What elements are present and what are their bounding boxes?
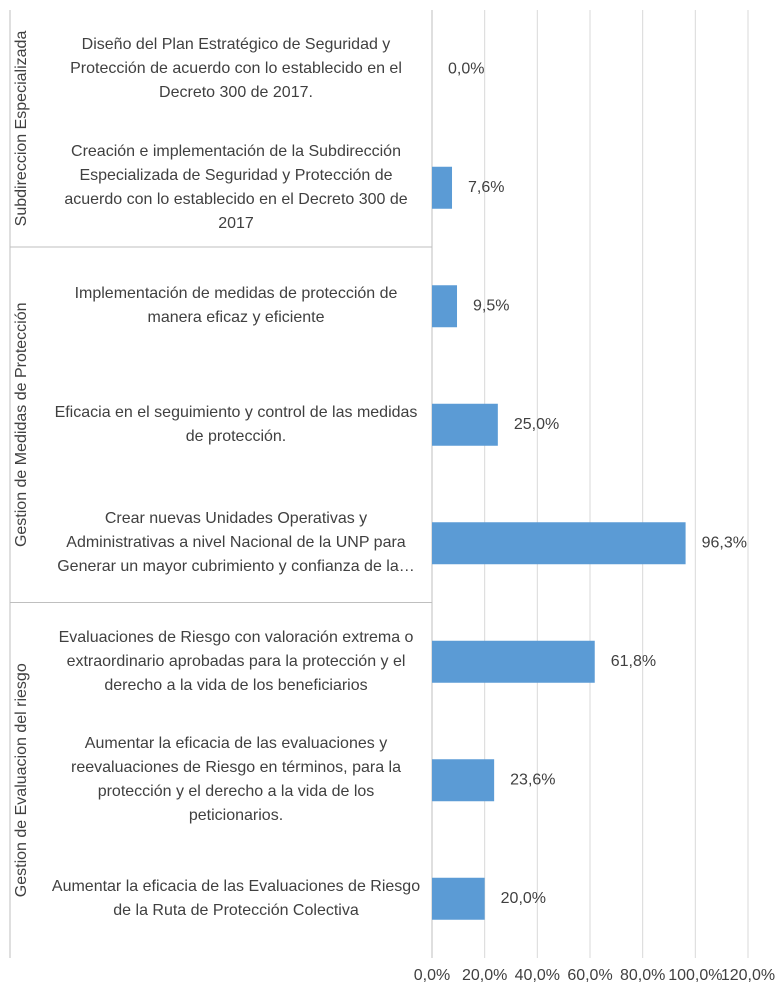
x-tick-label: 100,0% (668, 967, 722, 984)
bar (432, 640, 595, 683)
x-tick-label: 120,0% (721, 967, 775, 984)
category-label: Evaluaciones de Riesgo con valoración ex… (58, 628, 414, 694)
category-label: Eficacia en el seguimiento y control de … (54, 403, 418, 445)
x-tick-label: 40,0% (515, 967, 560, 984)
category-label: Diseño del Plan Estratégico de Seguridad… (70, 36, 402, 102)
category-label: Aumentar la eficacia de las evaluaciones… (71, 735, 401, 825)
category-label: Crear nuevas Unidades Operativas y Admin… (57, 510, 415, 576)
bar (432, 166, 453, 209)
data-label: 20,0% (501, 890, 546, 907)
data-label: 25,0% (514, 416, 559, 433)
category-label: Aumentar la eficacia de las Evaluaciones… (51, 877, 421, 919)
data-label: 96,3% (702, 534, 747, 551)
x-tick-label: 60,0% (567, 967, 612, 984)
bar (432, 522, 686, 565)
bar (432, 285, 458, 328)
data-label: 61,8% (611, 653, 656, 670)
category-label: Creación e implementación de la Subdirec… (64, 142, 408, 232)
group-label: Gestion de Medidas de Protección (13, 302, 30, 547)
data-label: 7,6% (468, 179, 504, 196)
x-tick-label: 0,0% (414, 967, 450, 984)
group-label: Gestion de Evaluacion del riesgo (13, 663, 30, 897)
bar (432, 403, 498, 446)
bar (432, 759, 495, 802)
group-label: Subdireccion Especializada (13, 31, 30, 227)
bar (432, 877, 485, 920)
data-label: 0,0% (448, 60, 484, 77)
data-label: 23,6% (510, 771, 555, 788)
x-tick-label: 20,0% (462, 967, 507, 984)
x-tick-label: 80,0% (620, 967, 665, 984)
data-label: 9,5% (473, 297, 509, 314)
category-label: Implementación de medidas de protección … (74, 285, 398, 327)
